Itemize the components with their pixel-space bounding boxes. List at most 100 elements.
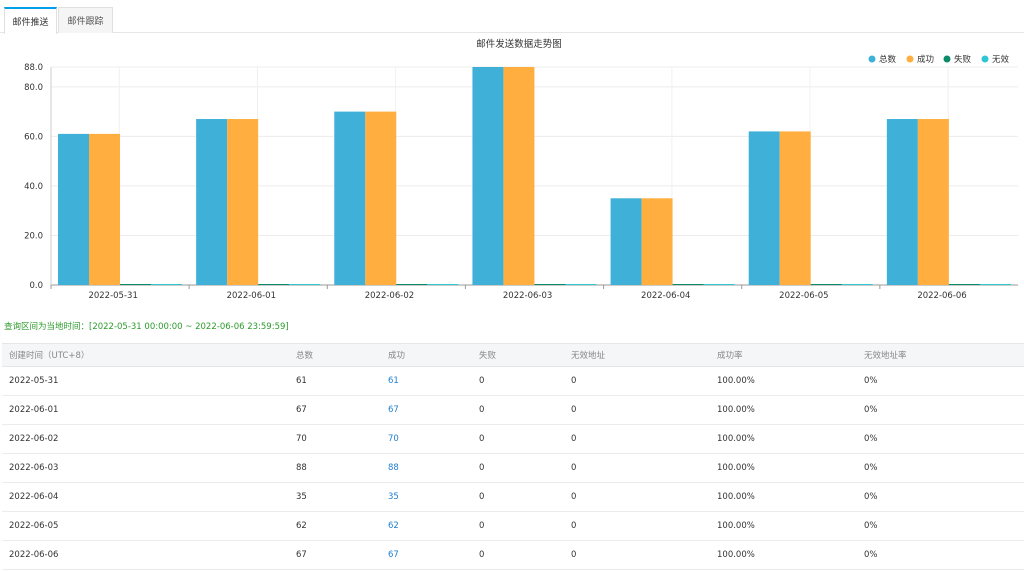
bar-total [196, 119, 228, 285]
cell-failed: 0 [472, 395, 564, 425]
cell-success-rate: 100.00% [710, 540, 857, 570]
legend-marker[interactable] [981, 55, 989, 63]
cell-invalid-address: 0 [564, 453, 710, 483]
legend-marker[interactable] [943, 55, 951, 63]
tab-bar: 邮件推送 邮件跟踪 [0, 0, 1024, 34]
x-tick-label: 2022-05-31 [88, 291, 137, 301]
y-tick-label: 20.0 [24, 231, 43, 241]
cell-success-rate: 100.00% [710, 482, 857, 512]
cell-total: 61 [289, 366, 381, 396]
table-row: 2022-06-04 35 35 0 0 100.00% 0% [2, 482, 1024, 512]
cell-success[interactable]: 67 [381, 540, 472, 570]
cell-success[interactable]: 70 [381, 424, 472, 454]
table-row: 2022-06-02 70 70 0 0 100.00% 0% [2, 424, 1024, 454]
legend-marker[interactable] [868, 55, 876, 63]
cell-invalid-rate: 0% [857, 511, 1024, 541]
table-header-row: 创建时间（UTC+8） 总数 成功 失败 无效地址 成功率 无效地址率 [2, 343, 1024, 367]
bar-success [641, 198, 673, 285]
cell-created-time: 2022-06-01 [2, 395, 289, 425]
legend-label[interactable]: 总数 [879, 54, 897, 65]
bar-failed [672, 284, 704, 285]
cell-invalid-address: 0 [564, 511, 710, 541]
legend-label[interactable]: 失败 [954, 54, 972, 65]
bar-failed [120, 284, 151, 285]
cell-total: 67 [289, 540, 381, 570]
query-range-note: 查询区间为当地时间：[2022-05-31 00:00:00 ~ 2022-06… [4, 322, 289, 332]
cell-created-time: 2022-05-31 [2, 366, 289, 396]
cell-failed: 0 [472, 540, 564, 570]
legend-label[interactable]: 无效 [992, 54, 1010, 65]
tab-mail-tracking[interactable]: 邮件跟踪 [58, 7, 113, 33]
bar-invalid [979, 284, 1011, 285]
bar-total [472, 67, 504, 285]
bar-invalid [841, 284, 873, 285]
bar-invalid [151, 284, 182, 285]
cell-total: 62 [289, 511, 381, 541]
cell-invalid-address: 0 [564, 540, 710, 570]
bar-invalid [289, 284, 321, 285]
cell-total: 35 [289, 482, 381, 512]
cell-created-time: 2022-06-05 [2, 511, 289, 541]
cell-success[interactable]: 88 [381, 453, 472, 483]
stats-table: 创建时间（UTC+8） 总数 成功 失败 无效地址 成功率 无效地址率 2022… [2, 343, 1024, 570]
cell-invalid-rate: 0% [857, 482, 1024, 512]
x-tick-label: 2022-06-02 [365, 291, 414, 301]
cell-failed: 0 [472, 482, 564, 512]
col-header-invalid-address: 无效地址 [564, 343, 710, 367]
cell-failed: 0 [472, 511, 564, 541]
x-tick-label: 2022-06-01 [227, 291, 276, 301]
cell-invalid-address: 0 [564, 424, 710, 454]
col-header-created-time: 创建时间（UTC+8） [2, 343, 289, 367]
mail-trend-chart: 邮件发送数据走势图 0.0 20.0 40.0 60.0 80.0 88.0 2022-05-… [24, 38, 1018, 301]
y-tick-label: 60.0 [24, 132, 43, 142]
cell-success[interactable]: 62 [381, 511, 472, 541]
bar-failed [534, 284, 566, 285]
bar-failed [258, 284, 290, 285]
col-header-invalid-rate: 无效地址率 [857, 343, 1024, 367]
table-row: 2022-05-31 61 61 0 0 100.00% 0% [2, 366, 1024, 396]
bar-invalid [703, 284, 735, 285]
cell-created-time: 2022-06-06 [2, 540, 289, 570]
bar-total [610, 198, 642, 285]
x-tick-label: 2022-06-06 [917, 291, 966, 301]
y-tick-label: 80.0 [24, 83, 43, 93]
cell-success-rate: 100.00% [710, 395, 857, 425]
cell-invalid-rate: 0% [857, 424, 1024, 454]
cell-invalid-rate: 0% [857, 453, 1024, 483]
bar-success [917, 119, 949, 285]
cell-success[interactable]: 61 [381, 366, 472, 396]
cell-total: 88 [289, 453, 381, 483]
cell-invalid-address: 0 [564, 366, 710, 396]
cell-created-time: 2022-06-04 [2, 482, 289, 512]
cell-success-rate: 100.00% [710, 424, 857, 454]
legend-label[interactable]: 成功 [917, 54, 934, 65]
cell-total: 67 [289, 395, 381, 425]
y-tick-label: 40.0 [24, 182, 43, 192]
bar-success [779, 131, 811, 285]
col-header-total: 总数 [289, 343, 381, 367]
x-tick-label: 2022-06-03 [503, 291, 552, 301]
chart-title: 邮件发送数据走势图 [476, 38, 562, 50]
cell-created-time: 2022-06-03 [2, 453, 289, 483]
bar-success [503, 67, 535, 285]
x-tick-label: 2022-06-05 [779, 291, 828, 301]
bar-success [227, 119, 259, 285]
bar-invalid [565, 284, 597, 285]
cell-total: 70 [289, 424, 381, 454]
table-row: 2022-06-01 67 67 0 0 100.00% 0% [2, 395, 1024, 425]
bar-total [748, 131, 780, 285]
bar-failed [948, 284, 980, 285]
bar-total [886, 119, 918, 285]
bar-success [365, 111, 397, 285]
col-header-failed: 失败 [472, 343, 564, 367]
tab-mail-push[interactable]: 邮件推送 [4, 7, 57, 34]
cell-success[interactable]: 35 [381, 482, 472, 512]
cell-created-time: 2022-06-02 [2, 424, 289, 454]
x-tick-label: 2022-06-04 [641, 291, 690, 301]
cell-failed: 0 [472, 366, 564, 396]
bar-failed [396, 284, 428, 285]
bar-success [89, 133, 120, 285]
legend-marker[interactable] [906, 55, 914, 63]
cell-success[interactable]: 67 [381, 395, 472, 425]
cell-invalid-address: 0 [564, 482, 710, 512]
